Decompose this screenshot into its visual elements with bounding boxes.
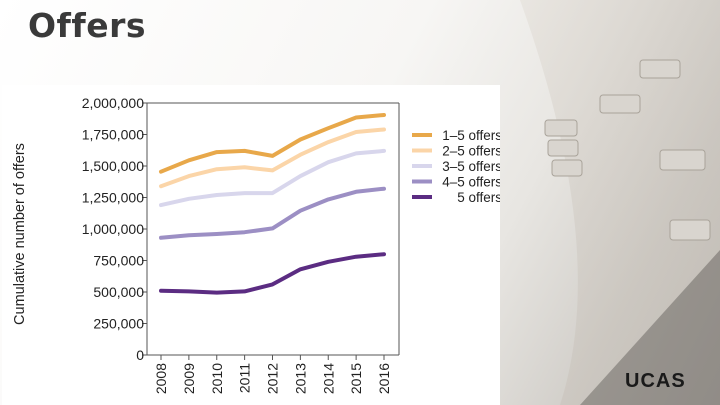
y-tick-label: 0 [136,347,144,363]
y-tick-label: 500,000 [93,284,144,300]
y-tick-label: 2,000,000 [82,95,144,111]
x-tick-label: 2008 [153,363,169,394]
series-lines [159,113,386,295]
y-tick-label: 750,000 [93,253,144,269]
y-tick-label: 1,250,000 [82,190,144,206]
x-tick-label: 2010 [209,363,225,394]
series-line-1 [159,113,386,174]
y-tick-label: 1,750,000 [82,127,144,143]
y-tick-label: 250,000 [93,316,144,332]
keyboard-keys-decoration [544,59,711,241]
x-tick-label: 2009 [181,363,197,394]
x-tick-label: 2014 [320,363,336,394]
x-tick-label: 2016 [376,363,392,394]
x-tick-label: 2011 [237,363,253,393]
x-tick-label: 2013 [292,363,308,394]
chart-panel: 0 250,000 500,000 750,000 1,000,000 1,250,000… [2,85,500,405]
legend-label: 1–5 offers [442,128,500,143]
chart-axes: 0 250,000 500,000 750,000 1,000,000 1,250,000… [12,95,400,394]
x-tick-label: 2012 [265,363,281,394]
series-line-5 [159,252,386,295]
legend-label: 4–5 offers [442,175,500,190]
ucas-logo: UCAS [625,370,686,392]
legend-label: 5 offers [457,190,500,205]
x-tick-label: 2015 [348,363,364,394]
slide-title: Offers [28,6,147,45]
legend-label: 3–5 offers [442,159,500,174]
y-tick-label: 1,500,000 [82,158,144,174]
y-tick-label: 1,000,000 [82,221,144,237]
y-axis-title: Cumulative number of offers [12,143,28,325]
legend-label: 2–5 offers [442,144,500,159]
line-chart: 0 250,000 500,000 750,000 1,000,000 1,250,000… [12,95,500,394]
